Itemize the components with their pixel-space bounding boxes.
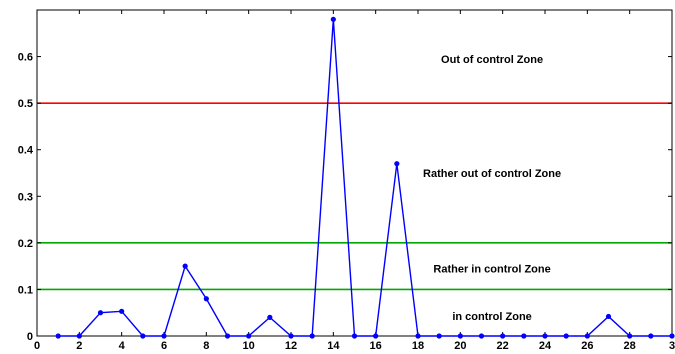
data-point-0-14 bbox=[351, 333, 358, 339]
x-tick-label-4: 8 bbox=[203, 340, 209, 352]
data-point-0-2 bbox=[97, 310, 104, 316]
data-point-0-19 bbox=[457, 333, 463, 339]
x-tick-label-10: 20 bbox=[454, 340, 466, 352]
data-point-0-4 bbox=[140, 333, 146, 339]
x-tick-label-2: 4 bbox=[119, 340, 126, 352]
y-tick-label-4: 0.4 bbox=[18, 145, 34, 157]
data-point-0-0 bbox=[55, 333, 61, 339]
y-tick-label-5: 0.5 bbox=[18, 98, 33, 110]
series-line-0 bbox=[58, 19, 672, 337]
data-point-0-17 bbox=[415, 333, 421, 339]
x-tick-label-14: 28 bbox=[624, 340, 636, 352]
data-point-0-18 bbox=[436, 333, 442, 339]
x-tick-label-8: 16 bbox=[370, 340, 382, 352]
y-tick-label-3: 0.3 bbox=[18, 191, 33, 203]
data-point-0-11 bbox=[288, 333, 294, 339]
data-point-0-16 bbox=[394, 161, 400, 167]
data-point-0-6 bbox=[182, 263, 188, 269]
data-point-0-9 bbox=[246, 333, 252, 339]
x-tick-label-5: 10 bbox=[243, 340, 255, 352]
zone-label-1: Rather out of control Zone bbox=[423, 168, 561, 180]
x-tick-label-15: 3 bbox=[669, 340, 675, 352]
data-point-0-10 bbox=[267, 314, 273, 320]
x-tick-label-12: 24 bbox=[539, 340, 552, 352]
x-tick-label-13: 26 bbox=[581, 340, 593, 352]
data-point-0-27 bbox=[627, 333, 633, 339]
data-point-0-22 bbox=[521, 333, 527, 339]
data-point-0-1 bbox=[76, 333, 82, 339]
data-point-0-13 bbox=[330, 16, 336, 22]
y-tick-label-6: 0.6 bbox=[18, 52, 33, 64]
data-point-0-29 bbox=[669, 333, 675, 339]
y-tick-label-1: 0.1 bbox=[18, 284, 33, 296]
data-point-0-3 bbox=[119, 308, 125, 314]
data-point-0-12 bbox=[309, 333, 315, 339]
data-point-0-5 bbox=[161, 333, 167, 339]
zone-label-3: in control Zone bbox=[452, 311, 531, 323]
data-point-0-26 bbox=[605, 313, 612, 320]
x-tick-label-6: 12 bbox=[285, 340, 297, 352]
x-tick-label-0: 0 bbox=[34, 340, 40, 352]
data-point-0-28 bbox=[648, 333, 654, 339]
data-point-0-20 bbox=[478, 333, 485, 339]
x-tick-label-7: 14 bbox=[327, 340, 340, 352]
zone-label-0: Out of control Zone bbox=[441, 54, 543, 66]
y-tick-label-0: 0 bbox=[27, 331, 33, 343]
x-tick-label-3: 6 bbox=[161, 340, 167, 352]
data-point-0-8 bbox=[224, 333, 231, 339]
x-tick-label-9: 18 bbox=[412, 340, 424, 352]
plot-frame bbox=[36, 9, 673, 337]
data-point-0-7 bbox=[203, 296, 209, 302]
data-point-0-23 bbox=[542, 333, 548, 339]
x-tick-label-11: 22 bbox=[497, 340, 509, 352]
data-point-0-21 bbox=[500, 333, 506, 339]
data-point-0-24 bbox=[563, 333, 569, 339]
zone-label-2: Rather in control Zone bbox=[433, 263, 550, 275]
y-tick-label-2: 0.2 bbox=[18, 238, 33, 250]
data-point-0-25 bbox=[584, 333, 590, 339]
data-point-0-15 bbox=[373, 333, 379, 339]
x-tick-label-1: 2 bbox=[76, 340, 82, 352]
plot-area: 0 2 4 6 8 10 12 14 16 18 20 22 24 26 28 300.10.20.30.40… bbox=[18, 9, 675, 352]
